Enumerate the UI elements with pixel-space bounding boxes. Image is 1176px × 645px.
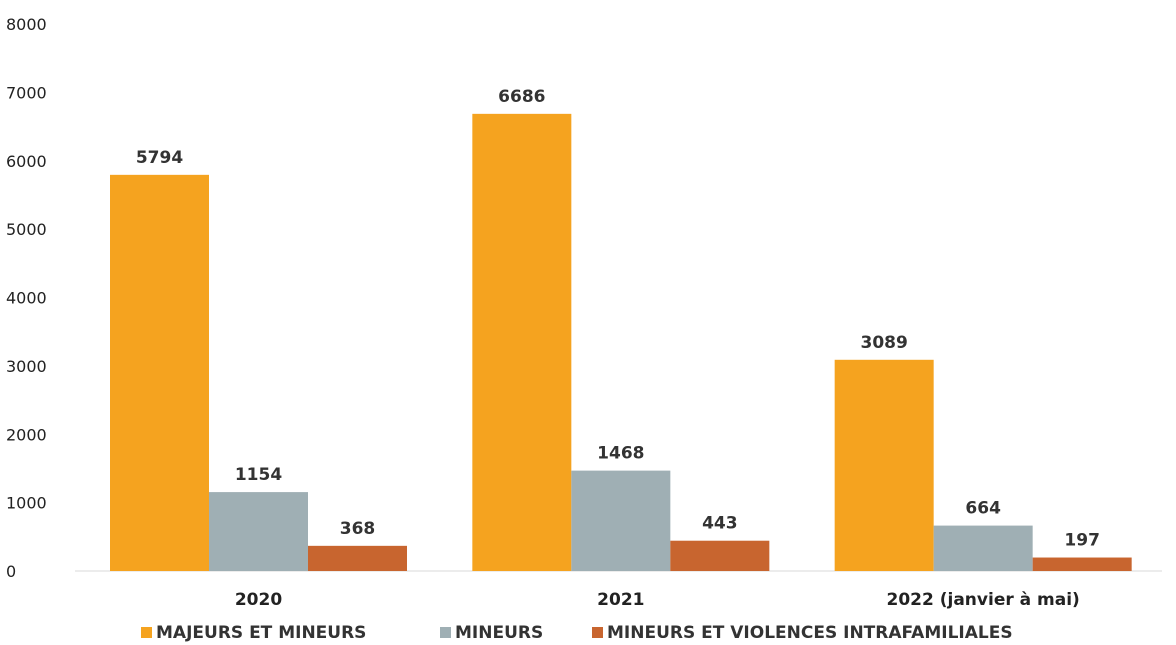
legend-label: MINEURS [455,623,543,643]
y-tick-label: 3000 [6,357,47,376]
data-label: 197 [1064,531,1100,551]
y-tick-label: 8000 [6,15,47,34]
bar-majeurs-et-mineurs-2 [834,359,934,571]
legend-swatch [592,627,603,638]
y-axis: 0 1000 2000 3000 4000 5000 6000 7000 8000 [6,15,47,581]
bars [110,113,1132,571]
y-tick-label: 0 [6,562,16,581]
legend-item: MINEURS [440,623,543,643]
bar-mineurs-0 [209,492,308,571]
bar-majeurs-et-mineurs-0 [110,174,209,571]
legend: MAJEURS ET MINEURS MINEURS MINEURS ET VIOL… [141,623,1013,643]
data-label: 1468 [597,444,644,464]
data-label: 443 [702,514,738,534]
y-tick-label: 4000 [6,289,47,308]
data-labels: 5794 1154 368 6686 1468 443 3089 664 197 [136,87,1100,551]
x-axis: 2020 2021 2022 (janvier à mai) [235,590,1080,610]
legend-label: MAJEURS ET MINEURS [156,623,366,643]
y-tick-label: 7000 [6,83,47,102]
bar-mineurs-et-violences-intrafamiliales-1 [670,540,770,571]
data-label: 3089 [861,333,908,353]
legend-item: MINEURS ET VIOLENCES INTRAFAMILIALES [592,623,1013,643]
x-tick-label: 2020 [235,590,282,610]
y-tick-label: 2000 [6,425,47,444]
x-tick-label: 2022 (janvier à mai) [887,590,1080,610]
bar-mineurs-1 [571,470,671,571]
data-label: 664 [965,499,1001,519]
data-label: 6686 [498,87,545,107]
legend-swatch [440,627,451,638]
y-tick-label: 6000 [6,152,47,171]
legend-item: MAJEURS ET MINEURS [141,623,366,643]
legend-swatch [141,627,152,638]
data-label: 368 [340,519,376,539]
data-label: 5794 [136,148,183,168]
y-tick-label: 1000 [6,494,47,513]
bar-mineurs-et-violences-intrafamiliales-0 [308,545,407,571]
bar-majeurs-et-mineurs-1 [472,113,572,571]
data-label: 1154 [235,465,282,485]
bar-mineurs-et-violences-intrafamiliales-2 [1032,557,1132,571]
x-tick-label: 2021 [597,590,644,610]
bar-mineurs-2 [933,525,1033,571]
y-tick-label: 5000 [6,220,47,239]
legend-label: MINEURS ET VIOLENCES INTRAFAMILIALES [607,623,1013,643]
